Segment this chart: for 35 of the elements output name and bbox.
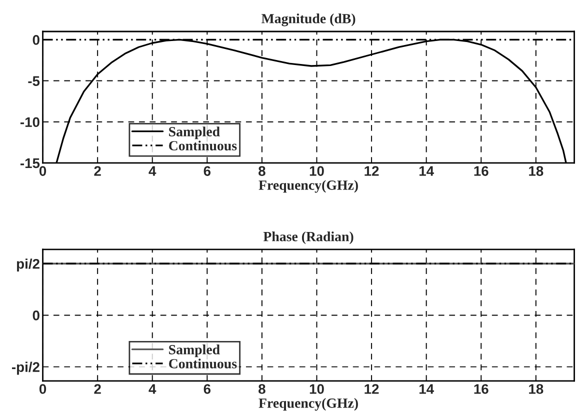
y-tick-label: 0	[32, 35, 40, 45]
chart-title: Magnitude (dB)	[262, 14, 356, 26]
x-tick-label: 6	[204, 166, 211, 176]
legend-label: Sampled	[169, 126, 220, 140]
x-axis-title: Frequency(GHz)	[258, 398, 358, 411]
legend-label: Sampled	[169, 344, 220, 358]
x-tick-label: 14	[419, 166, 434, 176]
x-tick-label: 4	[148, 166, 156, 176]
x-tick-label: 8	[258, 166, 266, 176]
x-tick-label: 8	[258, 384, 266, 394]
x-tick-label: 10	[310, 384, 324, 394]
chart-title: Phase (Radian)	[263, 232, 354, 244]
x-tick-label: 16	[474, 166, 488, 176]
x-tick-label: 18	[529, 384, 544, 394]
y-tick-label: 0	[32, 310, 40, 320]
x-tick-label: 18	[529, 166, 544, 176]
x-tick-label: 10	[310, 166, 324, 176]
x-tick-label: 2	[94, 166, 101, 176]
legend-label: Continuous	[169, 358, 237, 368]
x-tick-label: 4	[148, 384, 156, 394]
x-tick-label: 12	[364, 166, 379, 176]
x-tick-label: 16	[474, 384, 488, 394]
y-tick-label: -10	[20, 117, 40, 128]
y-tick-label: -15	[20, 158, 40, 168]
x-tick-label: 12	[364, 384, 379, 394]
x-tick-label: 2	[94, 384, 101, 394]
x-tick-label: 0	[39, 166, 46, 176]
x-tick-label: 0	[39, 384, 46, 394]
y-tick-label: -pi/2	[12, 362, 40, 375]
x-tick-label: 6	[204, 384, 211, 394]
y-tick-label: -5	[28, 76, 40, 86]
x-tick-label: 14	[419, 384, 434, 394]
y-tick-label: pi/2	[16, 258, 40, 272]
legend-label: Continuous	[169, 140, 237, 150]
x-axis-title: Frequency(GHz)	[258, 180, 358, 193]
